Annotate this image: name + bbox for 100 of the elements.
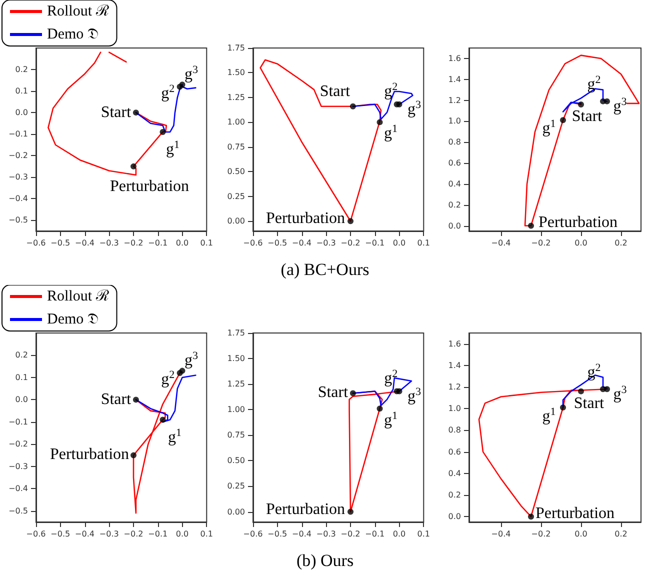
x-tick-label: −0.2 <box>340 530 360 538</box>
annotation: g$^{1}$ <box>168 426 182 446</box>
x-tick-label: 0.1 <box>200 238 214 248</box>
annotation: g$^{3}$ <box>408 99 421 119</box>
y-tick-label: 0.25 <box>227 192 245 201</box>
y-tick-label: 1.00 <box>227 405 245 414</box>
x-tick-label: −0.1 <box>365 238 385 248</box>
x-tick-label: −0.2 <box>124 530 144 538</box>
annotation: Start <box>318 384 348 402</box>
legend-label: Demo 𝔇 <box>47 312 98 328</box>
x-tick-label: 0.1 <box>200 530 214 538</box>
annotation: g$^{3}$ <box>184 350 198 369</box>
x-tick-label: −0.2 <box>124 238 144 248</box>
annotation: Perturbation <box>110 178 190 196</box>
y-tick-label: −0.3 <box>8 462 28 471</box>
annotation: Start <box>100 104 132 121</box>
x-tick-label: −0.3 <box>316 530 336 538</box>
x-tick-label: −0.4 <box>75 530 94 538</box>
y-tick-label: 0.2 <box>15 350 28 360</box>
x-tick-label: −0.6 <box>243 530 263 538</box>
y-tick-label: 1.4 <box>448 360 461 370</box>
annotation: g$^{1}$ <box>384 123 398 142</box>
annotation: g$^{3}$ <box>613 384 627 404</box>
x-tick-label: −0.4 <box>491 530 511 538</box>
y-tick-label: −0.1 <box>8 130 28 139</box>
y-tick-label: 0.2 <box>15 65 28 74</box>
x-tick-label: 0.2 <box>614 530 628 538</box>
x-tick-label: −0.5 <box>268 238 288 248</box>
annotation: Start <box>320 83 350 100</box>
y-tick-label: 0.6 <box>448 447 461 456</box>
x-tick-label: 0.0 <box>574 530 588 538</box>
y-tick-label: 1.50 <box>227 68 245 78</box>
text: (b) Ours <box>296 551 354 570</box>
annotation: Start <box>572 108 602 126</box>
y-tick-label: 1.6 <box>448 54 461 63</box>
y-tick-label: 1.00 <box>227 118 245 127</box>
y-tick-label: 0.25 <box>227 482 245 491</box>
y-tick-label: 0.0 <box>448 221 461 230</box>
x-tick-label: −0.2 <box>340 238 360 248</box>
annotation: g$^{2}$ <box>161 368 175 388</box>
y-tick-label: 0.50 <box>227 167 245 176</box>
annotation: g$^{1}$ <box>542 405 556 425</box>
x-tick-label: 0.0 <box>574 238 588 248</box>
y-tick-label: 0.1 <box>15 86 28 96</box>
x-tick-label: −0.4 <box>292 530 312 538</box>
annotation: g$^{2}$ <box>161 82 175 102</box>
y-tick-label: 0.75 <box>227 142 245 152</box>
y-tick-label: 1.25 <box>227 380 245 389</box>
x-tick-label: 0.0 <box>176 238 189 248</box>
annotation: Start <box>574 395 604 412</box>
legend-label: Rollout ℛ <box>47 288 109 304</box>
y-tick-label: 1.6 <box>448 339 461 348</box>
annotation: g$^{1}$ <box>542 118 556 138</box>
annotation: g$^{3}$ <box>184 63 198 83</box>
x-tick-label: −0.4 <box>292 238 312 248</box>
x-tick-label: 0.1 <box>417 238 430 248</box>
y-tick-label: 1.75 <box>227 328 245 338</box>
x-tick-label: −0.6 <box>26 238 46 248</box>
x-tick-label: −0.1 <box>148 238 168 248</box>
y-tick-label: 0.8 <box>448 138 461 147</box>
x-tick-label: −0.3 <box>99 238 119 248</box>
y-tick-label: 0.00 <box>227 507 245 516</box>
y-tick-label: 0.6 <box>448 158 461 168</box>
y-tick-label: 0.50 <box>227 456 245 466</box>
y-tick-label: −0.3 <box>8 172 28 182</box>
y-tick-label: 1.25 <box>227 92 245 102</box>
y-tick-label: 0.2 <box>448 200 461 210</box>
y-tick-label: −0.2 <box>8 151 28 160</box>
x-tick-label: 0.0 <box>392 530 406 538</box>
annotation: Perturbation <box>266 210 346 228</box>
x-tick-label: −0.6 <box>243 238 263 248</box>
y-tick-label: 0.00 <box>227 216 245 226</box>
y-tick-label: −0.2 <box>8 440 28 449</box>
annotation: g$^{1}$ <box>384 409 398 429</box>
y-tick-label: 0.1 <box>15 372 28 382</box>
y-tick-label: −0.4 <box>8 194 28 204</box>
legend-label: Rollout ℛ <box>47 4 109 20</box>
y-tick-label: 1.75 <box>227 44 245 52</box>
y-tick-label: 0.0 <box>448 512 461 522</box>
y-tick-label: 0.2 <box>448 490 461 500</box>
text: (a) BC+Ours <box>280 260 370 279</box>
annotation: g$^{3}$ <box>613 96 627 116</box>
annotation: Perturbation <box>538 214 618 231</box>
y-tick-label: 1.0 <box>448 116 461 126</box>
annotation: g$^{2}$ <box>384 368 398 388</box>
x-tick-label: 0.2 <box>614 238 628 248</box>
y-tick-label: 0.75 <box>227 430 245 440</box>
annotation: g$^{3}$ <box>408 386 421 406</box>
annotation: g$^{2}$ <box>384 81 398 101</box>
x-tick-label: −0.5 <box>50 530 70 538</box>
annotation: g$^{2}$ <box>587 362 601 382</box>
annotation: Perturbation <box>266 500 346 518</box>
y-tick-label: 1.2 <box>448 382 461 392</box>
y-tick-label: −0.5 <box>8 506 28 516</box>
x-tick-label: −0.1 <box>365 530 385 538</box>
y-tick-label: 1.2 <box>448 96 461 105</box>
x-tick-label: −0.3 <box>99 530 119 538</box>
annotation: g$^{1}$ <box>166 138 180 158</box>
y-tick-label: 0.4 <box>448 179 461 188</box>
annotation: Start <box>100 390 132 408</box>
